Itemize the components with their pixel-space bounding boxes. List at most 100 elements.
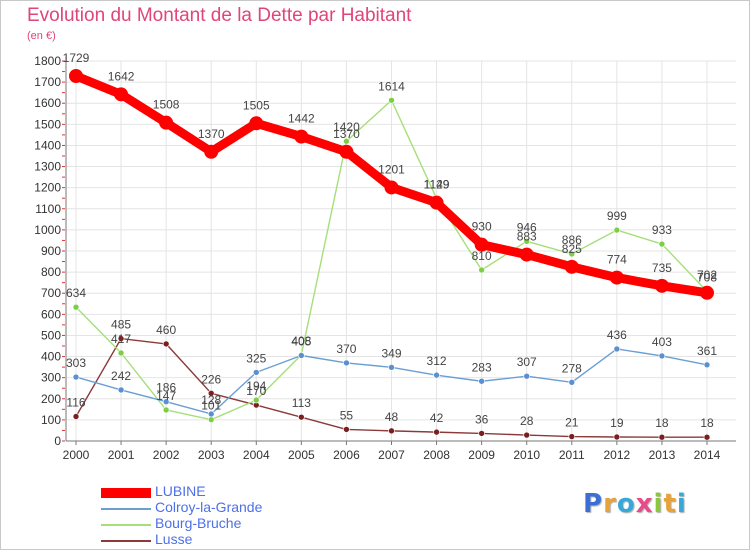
x-tick-label: 2006 bbox=[333, 448, 360, 462]
legend: LUBINE Colroy-la-Grande Bourg-Bruche Lusse bbox=[101, 483, 331, 549]
data-label: 19 bbox=[610, 416, 624, 430]
x-tick-label: 2002 bbox=[153, 448, 180, 462]
logo-letter: o bbox=[616, 489, 636, 519]
data-point bbox=[207, 416, 215, 423]
data-point bbox=[613, 345, 621, 353]
data-point bbox=[523, 431, 531, 439]
data-label: 883 bbox=[517, 230, 537, 244]
x-tick-label: 2012 bbox=[604, 448, 631, 462]
data-label: 436 bbox=[607, 328, 627, 342]
data-point bbox=[609, 270, 624, 285]
logo-letter: i bbox=[653, 489, 664, 519]
data-point bbox=[654, 278, 669, 293]
logo-letter: i bbox=[676, 489, 687, 519]
legend-item: LUBINE bbox=[101, 483, 331, 501]
data-point bbox=[162, 398, 170, 406]
data-label: 634 bbox=[66, 286, 86, 300]
data-label: 403 bbox=[652, 335, 672, 349]
data-label: 101 bbox=[201, 399, 221, 413]
data-label: 48 bbox=[385, 410, 399, 424]
data-point bbox=[343, 426, 350, 433]
legend-item: Bourg-Bruche bbox=[101, 515, 331, 533]
data-point bbox=[658, 352, 666, 360]
data-point bbox=[294, 129, 309, 144]
data-label: 36 bbox=[475, 412, 489, 426]
data-label: 933 bbox=[652, 223, 672, 237]
y-tick-label: 400 bbox=[41, 350, 61, 364]
data-label: 946 bbox=[517, 220, 537, 234]
data-point bbox=[117, 386, 125, 394]
legend-label: Lusse bbox=[155, 531, 193, 547]
data-label: 1505 bbox=[243, 98, 270, 112]
y-tick-label: 1300 bbox=[34, 160, 61, 174]
logo-letter: P bbox=[583, 489, 604, 519]
legend-item: Colroy-la-Grande bbox=[101, 499, 331, 517]
y-tick-label: 900 bbox=[41, 244, 61, 258]
data-point bbox=[117, 349, 125, 357]
x-tick-label: 2005 bbox=[288, 448, 315, 462]
x-tick-label: 2008 bbox=[423, 448, 450, 462]
y-tick-label: 1600 bbox=[34, 96, 61, 110]
data-label: 735 bbox=[652, 261, 672, 275]
y-tick-label: 1200 bbox=[34, 181, 61, 195]
chart-unit: (en €) bbox=[27, 30, 56, 42]
data-point bbox=[519, 247, 534, 262]
data-label: 774 bbox=[607, 253, 627, 267]
y-tick-label: 300 bbox=[41, 371, 61, 385]
data-point bbox=[249, 116, 264, 131]
legend-label: Bourg-Bruche bbox=[155, 515, 242, 531]
proxiti-logo: Proxiti bbox=[583, 489, 687, 519]
data-label: 18 bbox=[655, 416, 669, 430]
data-point bbox=[474, 237, 489, 252]
x-tick-label: 2014 bbox=[694, 448, 721, 462]
data-point bbox=[568, 379, 576, 386]
data-label: 1201 bbox=[378, 162, 405, 176]
legend-label: Colroy-la-Grande bbox=[155, 499, 263, 515]
data-label: 886 bbox=[562, 233, 582, 247]
data-label: 930 bbox=[472, 220, 492, 234]
data-point bbox=[478, 430, 485, 437]
data-point bbox=[388, 364, 395, 371]
data-point bbox=[69, 68, 83, 83]
data-label: 708 bbox=[697, 271, 717, 285]
data-point bbox=[343, 359, 350, 367]
logo-letter: r bbox=[603, 489, 617, 519]
data-label: 1508 bbox=[153, 98, 180, 112]
data-point bbox=[703, 433, 711, 441]
x-tick-label: 2003 bbox=[198, 448, 225, 462]
data-point bbox=[343, 137, 350, 145]
data-label: 1149 bbox=[424, 177, 450, 191]
data-point bbox=[207, 389, 215, 397]
data-point bbox=[72, 373, 80, 381]
y-tick-label: 1000 bbox=[34, 223, 61, 237]
x-tick-label: 2011 bbox=[559, 448, 585, 462]
data-label: 1729 bbox=[63, 51, 90, 65]
x-tick-label: 2013 bbox=[649, 448, 676, 462]
legend-swatch bbox=[101, 524, 151, 526]
data-label: 408 bbox=[291, 334, 311, 348]
data-point bbox=[564, 259, 579, 274]
data-label: 147 bbox=[156, 389, 176, 403]
data-label: 1442 bbox=[288, 112, 315, 126]
data-point bbox=[114, 87, 129, 102]
data-label: 1370 bbox=[333, 127, 360, 141]
data-point bbox=[72, 303, 80, 311]
y-tick-label: 1500 bbox=[34, 117, 61, 131]
data-label: 825 bbox=[562, 242, 582, 256]
data-point bbox=[117, 335, 125, 342]
data-point bbox=[298, 413, 305, 421]
legend-label: LUBINE bbox=[155, 483, 206, 499]
data-point bbox=[523, 237, 531, 245]
data-point bbox=[658, 433, 666, 441]
data-label: 278 bbox=[562, 361, 582, 375]
data-label: 128 bbox=[201, 393, 221, 407]
legend-swatch bbox=[101, 540, 151, 542]
data-point bbox=[298, 352, 305, 359]
data-point bbox=[162, 340, 170, 348]
logo-letter: x bbox=[635, 489, 654, 519]
data-label: 242 bbox=[111, 369, 131, 383]
data-point bbox=[703, 361, 711, 369]
data-label: 810 bbox=[472, 249, 492, 263]
data-label: 55 bbox=[340, 408, 354, 422]
